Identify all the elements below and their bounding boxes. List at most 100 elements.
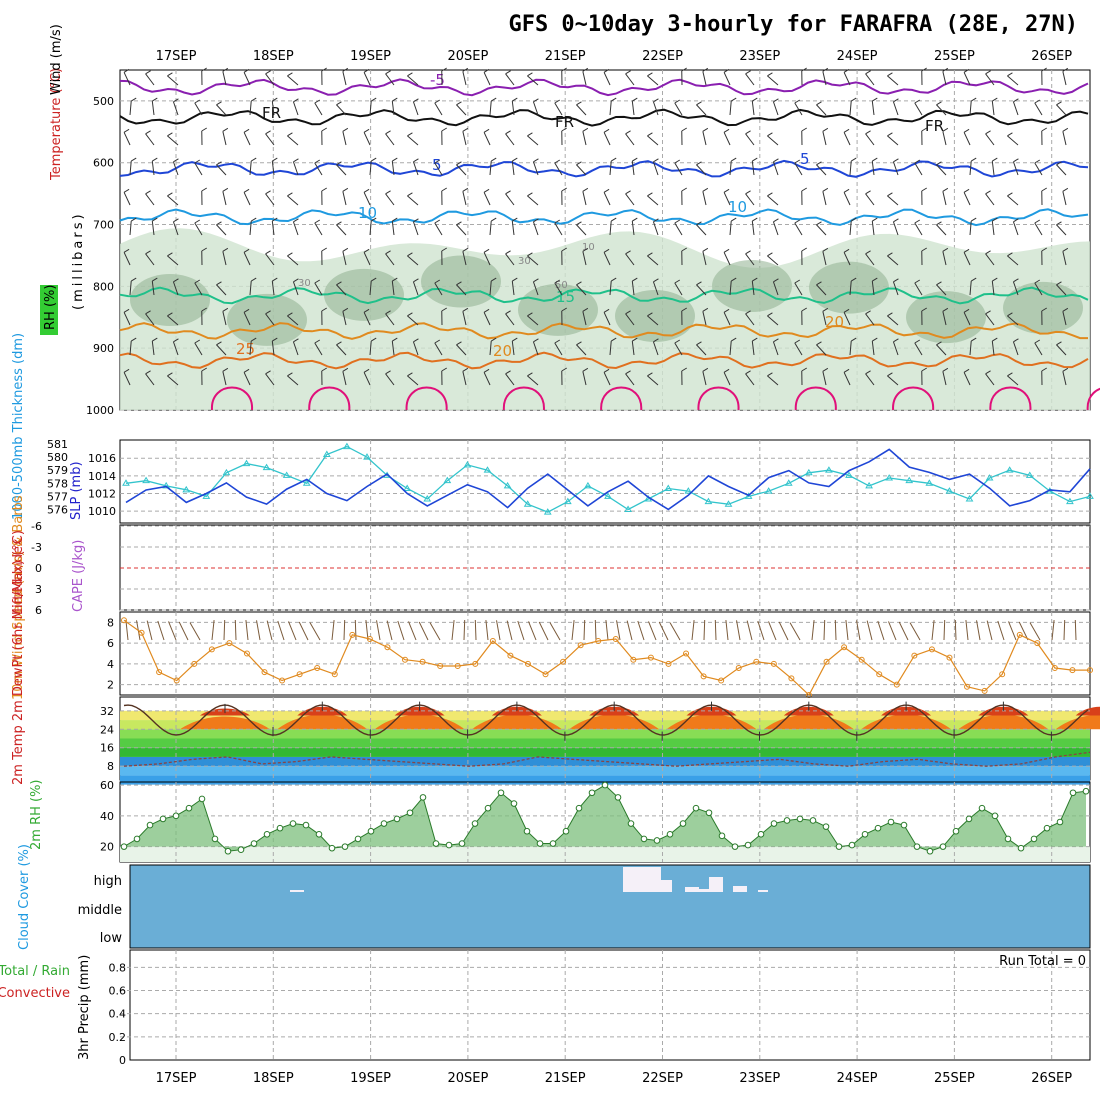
wind-barb-flag [123, 68, 130, 73]
wind-barb-flag [462, 367, 469, 372]
rh-point [146, 821, 154, 829]
wind-barb-flag [434, 339, 441, 344]
surface-wind-barb [1074, 619, 1077, 641]
surface-wind-barb [648, 621, 657, 641]
wind-barb [936, 284, 947, 296]
wind-barb [942, 191, 947, 206]
wind-barb-flag [527, 252, 533, 257]
wind-barb-flag [512, 277, 518, 282]
wind-barb [751, 281, 755, 296]
surface-wind-barb [909, 622, 921, 641]
rh-point [367, 827, 375, 835]
isotherm-30-line [989, 386, 1032, 411]
wind-barb [249, 281, 252, 296]
wind-barb-flag [843, 308, 850, 313]
rh-point [120, 843, 128, 850]
bottom-date-label: 20SEP [447, 1071, 488, 1086]
wind-barb [532, 221, 539, 236]
wind-barb-flag [767, 372, 773, 377]
rh-tick: 40 [100, 810, 114, 823]
wind-barb [511, 221, 515, 236]
wind-barb [145, 253, 155, 266]
li-tick: 6 [35, 604, 42, 617]
wind-barb-flag [822, 247, 829, 252]
wind-barb [511, 101, 515, 116]
wind-barb-flag [342, 127, 349, 132]
wind-barb [412, 281, 419, 296]
wind-barb [892, 281, 899, 296]
wind-barb-flag [483, 368, 490, 373]
pressure-tick: 1000 [86, 404, 114, 417]
wind-barb [969, 341, 972, 356]
wind-barb-flag [843, 248, 850, 253]
wind-barb-flag [921, 307, 928, 312]
wind-barb-flag [167, 252, 173, 257]
thickness-point [744, 492, 753, 499]
cloud-label: Cloud Cover (%) [17, 844, 32, 950]
wind-barb-flag [145, 370, 151, 375]
rh-point [926, 847, 934, 855]
isotherm-30-line [502, 386, 545, 411]
wind-barb [849, 161, 852, 176]
wind-barb [1062, 131, 1067, 146]
wind-speed-point [560, 658, 567, 665]
wind-barb [554, 282, 563, 296]
wind-barb [647, 375, 659, 386]
isotherm-30-line [892, 386, 935, 411]
cape-li-panel: -6 -3 0 3 6 Lifted Index CAPE (J/kg) [11, 520, 1091, 617]
surface-wind-barb [669, 622, 681, 641]
wind-speed-point [261, 669, 268, 676]
wind-barb-flag [314, 279, 321, 284]
wind-barb-flag [1041, 307, 1048, 312]
wind-barb [271, 161, 275, 176]
wind-barb [625, 73, 635, 86]
wind-barb [767, 135, 779, 146]
rh-point [302, 821, 310, 829]
top-date-label: 21SEP [545, 49, 586, 64]
wind-speed-line [123, 619, 1090, 696]
wind-barb-flag [527, 72, 533, 77]
precip-frame [129, 949, 1091, 1061]
wind-barb [887, 375, 899, 386]
wind-barb-flag [392, 277, 398, 282]
thickness-point [122, 479, 130, 486]
thickness-point [905, 476, 914, 484]
wind-barb-flag [696, 101, 702, 106]
isotherm-30-line [794, 386, 837, 411]
wind-barb [914, 162, 923, 176]
rh-point [679, 820, 687, 827]
temp-tick: 32 [100, 705, 114, 718]
surface-wind-barb [571, 620, 575, 641]
wind-barb [871, 161, 875, 176]
wind-barb-flag [490, 157, 497, 162]
surface-wind-barb [288, 621, 297, 641]
wind-barb [287, 255, 299, 266]
wind-barb [462, 251, 467, 266]
wind-barb [609, 281, 612, 296]
temp-band [120, 738, 1090, 748]
isotherm-label: 10 [358, 204, 377, 222]
wind-barb-flag [407, 252, 413, 257]
wind-barb [772, 101, 779, 116]
rh-point [731, 843, 739, 850]
cloud-high-bar [660, 880, 672, 892]
wind-barb [511, 341, 515, 356]
pressure-tick: 600 [93, 157, 114, 170]
wind-barb-flag [441, 127, 448, 132]
wind-barb [391, 161, 395, 176]
wind-barb [287, 315, 299, 326]
wind-barb [216, 344, 227, 356]
wind-barb [532, 101, 539, 116]
wind-barb [511, 161, 515, 176]
rh-point [484, 804, 492, 812]
thickness-point [604, 492, 612, 499]
wind-barb [123, 252, 131, 266]
wind-barb-flag [483, 248, 490, 253]
surface-wind-barb [866, 620, 873, 641]
rh-point [328, 844, 336, 852]
wind-barb-flag [1056, 221, 1062, 226]
wind-barb [271, 101, 275, 116]
rh-legend-swatch [40, 285, 58, 335]
wind-barb-flag [272, 97, 278, 102]
